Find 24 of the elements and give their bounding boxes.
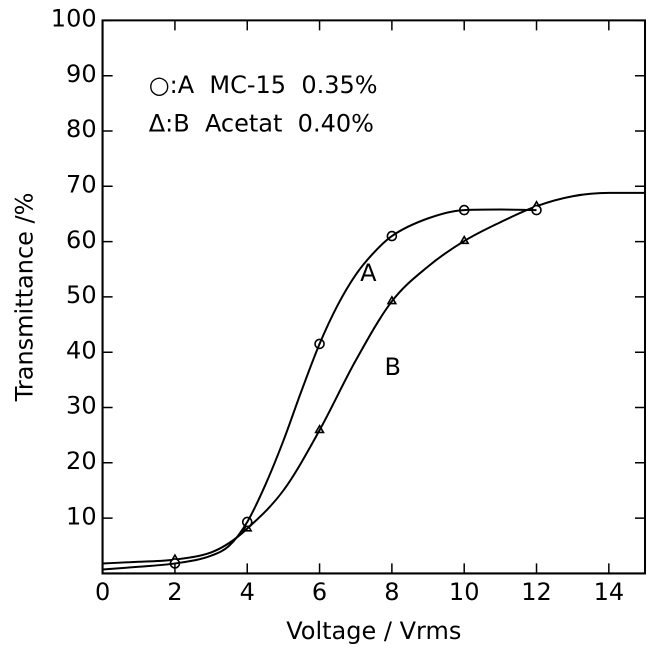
y-tick-label: 50 (66, 281, 97, 310)
y-tick-label: 10 (66, 502, 97, 530)
y-axis-title: Transmittance /% (10, 192, 39, 402)
annotation: Δ:B Acetat 0.40% (148, 110, 374, 138)
y-tick-label: 40 (66, 336, 97, 364)
x-tick-label: 2 (167, 578, 183, 606)
y-tick-label: 30 (66, 392, 97, 420)
x-axis-title: Voltage / Vrms (286, 616, 462, 645)
y-tick-label: 70 (66, 170, 97, 199)
annotation: A (360, 259, 378, 288)
x-tick-label: 12 (521, 578, 552, 606)
y-tick-label: 90 (66, 60, 97, 88)
y-tick-label: 100 (50, 4, 97, 33)
annotation: B (384, 353, 402, 382)
x-tick-label: 0 (94, 578, 110, 606)
annotation: ○:A MC-15 0.35% (148, 70, 378, 99)
x-tick-label: 10 (448, 578, 480, 606)
x-tick-label: 4 (240, 578, 255, 606)
y-tick-label: 60 (66, 226, 97, 254)
x-tick-label: 14 (594, 578, 624, 606)
x-tick-label: 8 (384, 578, 400, 606)
y-tick-label: 80 (66, 115, 97, 144)
y-tick-label: 20 (66, 447, 97, 476)
x-tick-label: 6 (312, 578, 328, 606)
